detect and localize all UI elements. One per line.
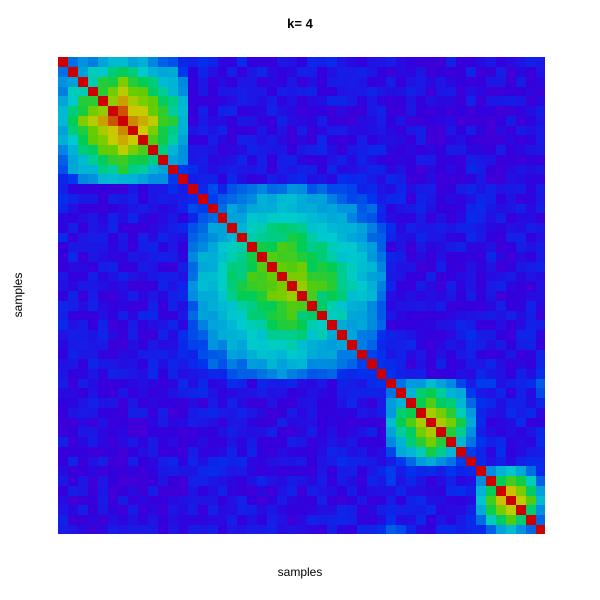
page-title: k= 4 [287,16,313,31]
x-axis-label: samples [277,565,323,579]
heatmap-canvas [58,57,545,534]
consensus-matrix-heatmap [58,57,545,534]
y-axis-label: samples [11,272,25,318]
